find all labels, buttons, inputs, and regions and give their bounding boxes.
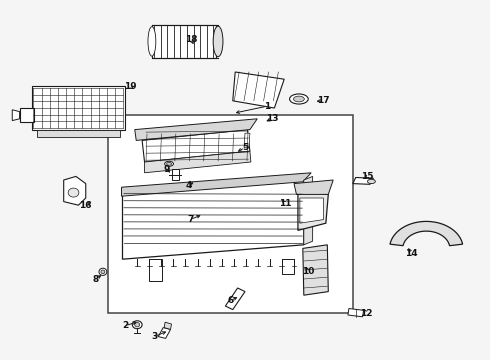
Ellipse shape bbox=[368, 179, 375, 184]
Polygon shape bbox=[37, 130, 120, 137]
Text: 8: 8 bbox=[93, 274, 98, 284]
Polygon shape bbox=[158, 328, 171, 338]
Text: 5: 5 bbox=[242, 143, 248, 152]
Polygon shape bbox=[348, 309, 364, 317]
Polygon shape bbox=[142, 130, 250, 162]
Polygon shape bbox=[353, 177, 373, 184]
Polygon shape bbox=[300, 198, 323, 223]
Text: 12: 12 bbox=[360, 309, 373, 318]
Ellipse shape bbox=[213, 26, 223, 57]
Text: 11: 11 bbox=[279, 199, 292, 208]
Text: 7: 7 bbox=[187, 215, 194, 224]
Polygon shape bbox=[64, 176, 86, 205]
Polygon shape bbox=[152, 25, 216, 58]
Polygon shape bbox=[12, 110, 20, 121]
Text: 2: 2 bbox=[122, 321, 128, 330]
Polygon shape bbox=[244, 133, 250, 148]
Polygon shape bbox=[233, 72, 284, 108]
Text: 14: 14 bbox=[405, 249, 418, 258]
Text: 10: 10 bbox=[302, 267, 315, 276]
Ellipse shape bbox=[99, 268, 107, 275]
Polygon shape bbox=[298, 191, 328, 230]
Text: 6: 6 bbox=[227, 296, 233, 305]
Polygon shape bbox=[32, 86, 125, 130]
Polygon shape bbox=[20, 108, 34, 122]
Polygon shape bbox=[225, 288, 245, 310]
Polygon shape bbox=[172, 169, 179, 180]
Polygon shape bbox=[294, 180, 333, 194]
Text: 13: 13 bbox=[266, 114, 278, 123]
Polygon shape bbox=[164, 322, 171, 329]
Polygon shape bbox=[303, 245, 328, 295]
Ellipse shape bbox=[68, 188, 79, 197]
Text: 4: 4 bbox=[185, 181, 192, 190]
Ellipse shape bbox=[101, 270, 105, 274]
Polygon shape bbox=[149, 259, 162, 281]
Polygon shape bbox=[145, 151, 251, 173]
Ellipse shape bbox=[294, 96, 304, 102]
Bar bbox=[108, 115, 353, 313]
Ellipse shape bbox=[165, 161, 173, 166]
Ellipse shape bbox=[167, 162, 172, 165]
Ellipse shape bbox=[132, 321, 142, 329]
Ellipse shape bbox=[148, 27, 156, 56]
Polygon shape bbox=[135, 119, 257, 140]
Text: 17: 17 bbox=[317, 96, 330, 105]
Text: 9: 9 bbox=[163, 165, 170, 174]
Polygon shape bbox=[122, 180, 304, 259]
Text: 1: 1 bbox=[264, 102, 270, 111]
Polygon shape bbox=[122, 173, 311, 196]
Text: 19: 19 bbox=[123, 82, 136, 91]
Text: 16: 16 bbox=[79, 201, 92, 210]
Polygon shape bbox=[390, 221, 463, 246]
Polygon shape bbox=[282, 259, 294, 274]
Polygon shape bbox=[304, 176, 313, 245]
Text: 3: 3 bbox=[151, 332, 157, 341]
Text: 18: 18 bbox=[185, 35, 197, 44]
Ellipse shape bbox=[135, 323, 140, 327]
Ellipse shape bbox=[290, 94, 308, 104]
Text: 15: 15 bbox=[361, 172, 374, 181]
